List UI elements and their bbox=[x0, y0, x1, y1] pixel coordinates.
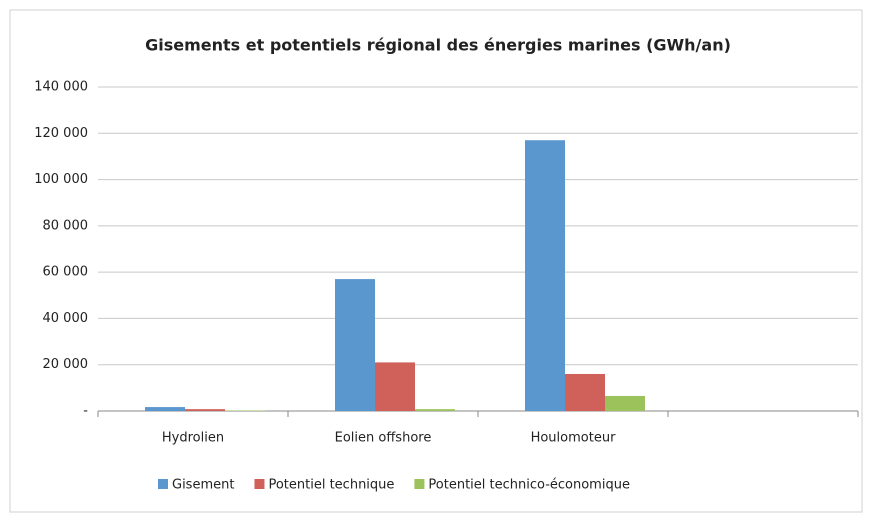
y-tick-label: 120 000 bbox=[34, 126, 88, 141]
bar bbox=[185, 409, 225, 411]
bar bbox=[415, 409, 455, 411]
y-tick-label: 20 000 bbox=[43, 357, 89, 372]
y-tick-label: 140 000 bbox=[34, 80, 88, 95]
x-tick-label: Houlomoteur bbox=[531, 431, 616, 446]
x-tick-label: Hydrolien bbox=[162, 431, 224, 446]
bar bbox=[145, 407, 185, 411]
chart-frame bbox=[9, 9, 863, 513]
y-tick-label: 40 000 bbox=[43, 311, 89, 326]
bar bbox=[565, 373, 605, 411]
y-tick-label: 80 000 bbox=[43, 218, 89, 233]
legend-label: Potentiel technico-économique bbox=[428, 478, 630, 493]
bar bbox=[525, 140, 565, 411]
legend-swatch bbox=[414, 479, 425, 489]
x-tick-label: Eolien offshore bbox=[335, 431, 432, 446]
bar bbox=[605, 395, 645, 411]
y-tick-label: 60 000 bbox=[43, 265, 89, 280]
bar bbox=[335, 279, 375, 411]
legend-label: Potentiel technique bbox=[268, 478, 394, 493]
legend-swatch bbox=[158, 479, 168, 489]
chart-title: Gisements et potentiels régional des éne… bbox=[145, 36, 731, 55]
legend-label: Gisement bbox=[172, 478, 234, 493]
y-tick-label: - bbox=[83, 404, 88, 419]
legend-swatch bbox=[254, 479, 265, 489]
bar bbox=[375, 362, 415, 411]
y-tick-label: 100 000 bbox=[34, 172, 88, 187]
